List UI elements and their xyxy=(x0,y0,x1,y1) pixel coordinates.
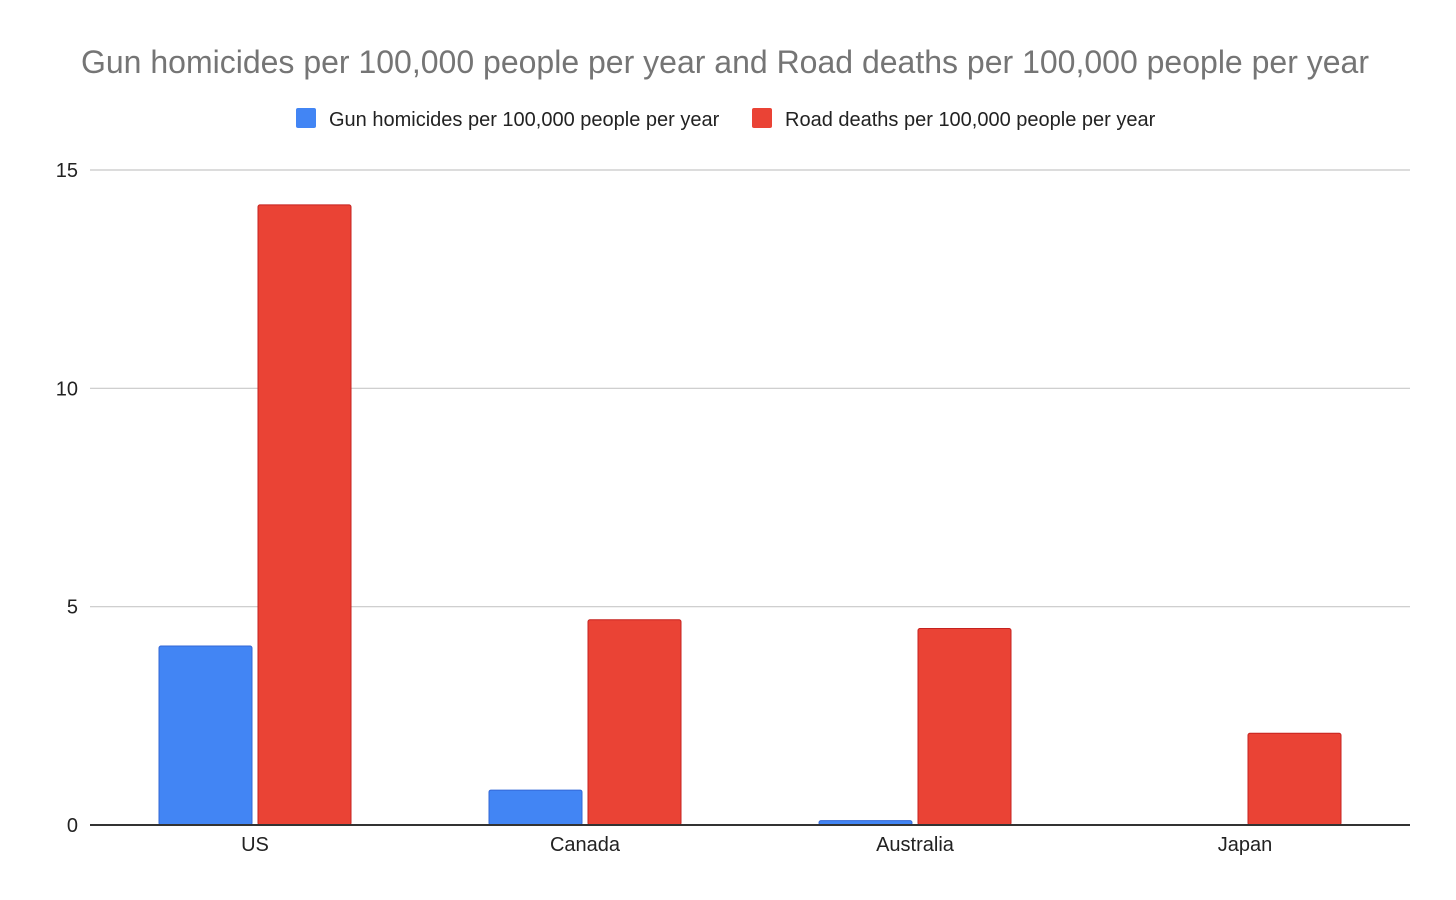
bar-japan-series-2 xyxy=(1247,732,1342,826)
y-tick-label-5: 5 xyxy=(67,597,78,619)
y-tick-label-0: 0 xyxy=(67,815,78,837)
legend-swatch-gun-homicides xyxy=(296,108,316,128)
bar-australia-series-2 xyxy=(917,628,1012,826)
bar-us-series-2 xyxy=(257,204,352,826)
bar-canada-series-1 xyxy=(488,789,583,826)
x-tick-label-canada: Canada xyxy=(550,834,621,856)
bar-us-series-1 xyxy=(158,645,253,826)
y-tick-label-10: 10 xyxy=(56,378,78,400)
x-tick-label-japan: Japan xyxy=(1218,834,1273,856)
legend-label-road-deaths: Road deaths per 100,000 people per year xyxy=(785,109,1156,131)
bars xyxy=(158,204,1342,826)
x-axis-tick-labels: US Canada Australia Japan xyxy=(241,834,1272,856)
x-tick-label-us: US xyxy=(241,834,269,856)
y-tick-label-15: 15 xyxy=(56,160,78,182)
legend-label-gun-homicides: Gun homicides per 100,000 people per yea… xyxy=(329,109,720,131)
legend-swatch-road-deaths xyxy=(752,108,772,128)
legend: Gun homicides per 100,000 people per yea… xyxy=(296,108,1156,131)
chart-title: Gun homicides per 100,000 people per yea… xyxy=(81,44,1369,80)
bar-canada-series-2 xyxy=(587,619,682,826)
x-tick-label-australia: Australia xyxy=(876,834,955,856)
y-axis-tick-labels: 0 5 10 15 xyxy=(56,160,78,837)
